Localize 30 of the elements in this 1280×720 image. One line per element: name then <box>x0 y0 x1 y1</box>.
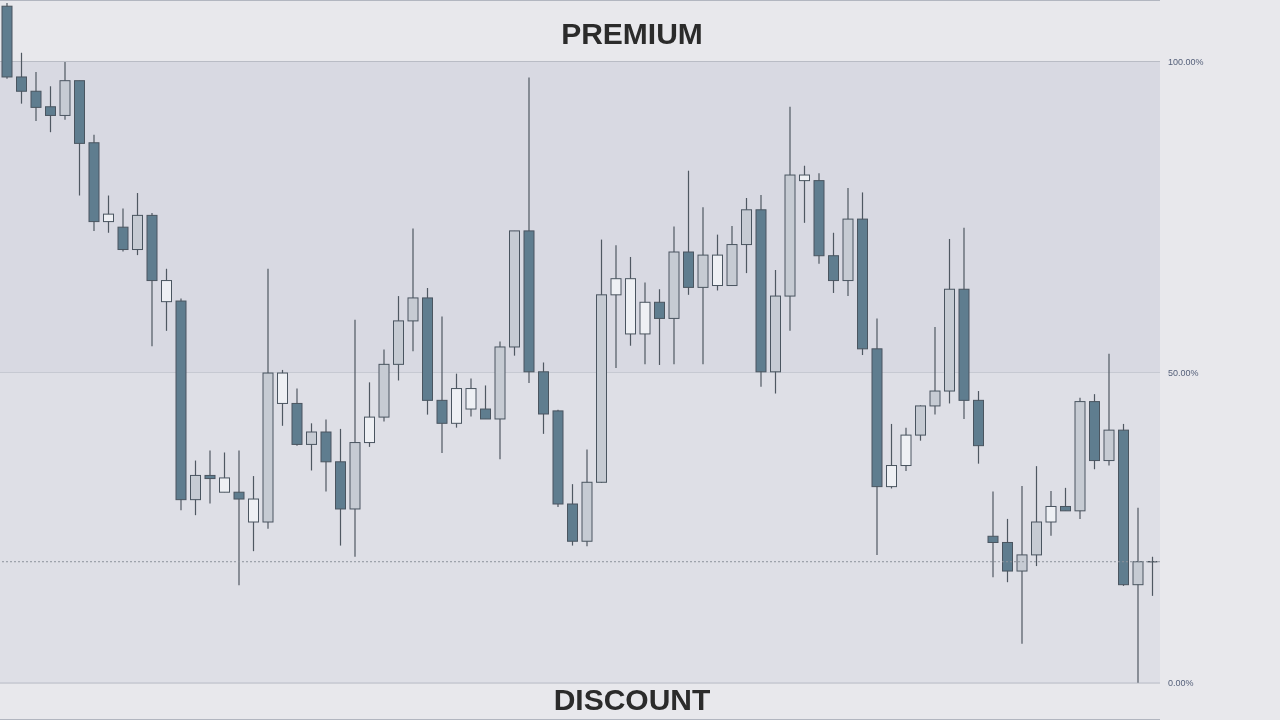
candlestick <box>248 475 259 552</box>
candlestick <box>436 315 448 454</box>
candlestick <box>30 71 42 122</box>
candlestick <box>886 423 897 490</box>
candlestick <box>929 326 941 416</box>
band-label: DISCOUNT <box>553 683 711 717</box>
candlestick <box>161 268 172 332</box>
candlestick <box>610 244 622 369</box>
candlestick <box>1060 487 1071 512</box>
candlestick <box>987 490 999 578</box>
candlestick <box>799 165 810 224</box>
candlestick <box>480 384 491 420</box>
band-label: PREMIUM <box>561 17 703 51</box>
candlestick <box>407 227 419 352</box>
candlestick <box>45 85 56 133</box>
candlestick <box>1132 507 1144 684</box>
candlestick <box>233 450 245 586</box>
candlestick <box>1045 490 1057 537</box>
candlestick <box>103 194 114 234</box>
candlestick <box>219 451 230 493</box>
candlestick <box>465 378 477 418</box>
y-tick-label: 50.00% <box>1168 367 1199 378</box>
candlestick <box>654 288 665 366</box>
candlestick <box>204 450 216 504</box>
y-tick-label: 0.00% <box>1168 677 1194 688</box>
y-tick-label: 100.00% <box>1168 57 1204 68</box>
candlestick <box>16 52 27 105</box>
candlestick <box>117 207 129 252</box>
candlestick <box>306 422 317 472</box>
candlestick <box>1016 485 1028 645</box>
